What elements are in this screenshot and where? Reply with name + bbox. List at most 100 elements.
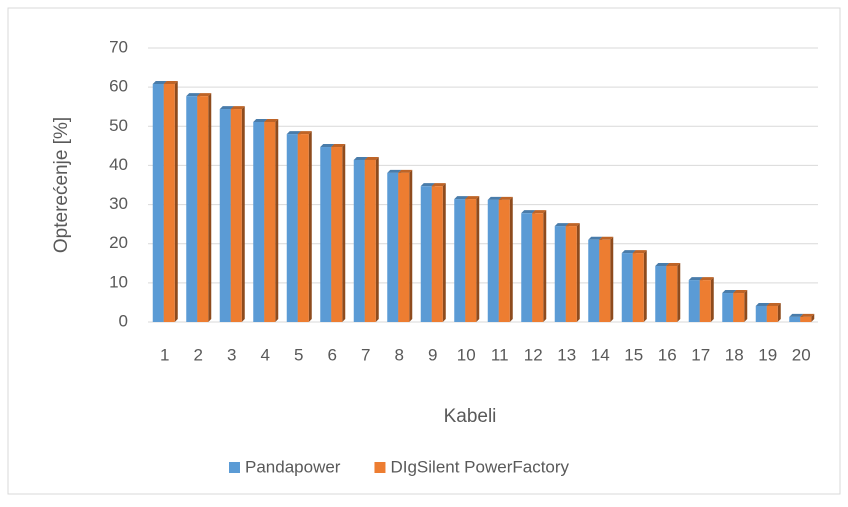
x-tick-label: 15 xyxy=(624,345,643,364)
x-tick-label: 3 xyxy=(227,345,236,364)
bar xyxy=(286,134,298,322)
bar xyxy=(465,199,477,322)
bar-top xyxy=(219,106,234,110)
bar-side xyxy=(476,196,480,322)
bar-top xyxy=(387,169,402,173)
x-tick-label: 16 xyxy=(658,345,677,364)
bar xyxy=(487,199,499,322)
bar-top xyxy=(420,183,435,187)
bar-top xyxy=(666,263,681,267)
bar-side xyxy=(643,250,647,322)
bar-side xyxy=(342,144,346,322)
bar xyxy=(766,305,778,322)
y-tick-label: 0 xyxy=(119,311,128,330)
legend-swatch xyxy=(229,462,240,473)
bar xyxy=(264,121,276,322)
bar xyxy=(297,134,309,322)
y-tick-label: 50 xyxy=(109,116,128,135)
bar-side xyxy=(275,118,279,322)
bar xyxy=(621,253,633,322)
bar-top xyxy=(755,302,770,306)
bar-top xyxy=(454,196,469,200)
x-tick-label: 13 xyxy=(557,345,576,364)
bar xyxy=(431,186,443,322)
bar xyxy=(800,316,812,322)
bar-top xyxy=(186,93,201,97)
bar-top xyxy=(722,290,737,294)
bar-top xyxy=(431,183,446,187)
bar-top xyxy=(331,144,346,148)
bar-top xyxy=(230,106,245,110)
y-tick-label: 60 xyxy=(109,77,128,96)
bar-top xyxy=(353,156,368,160)
bar-side xyxy=(610,236,614,322)
bar-top xyxy=(632,250,647,254)
x-tick-label: 4 xyxy=(261,345,270,364)
x-tick-label: 19 xyxy=(758,345,777,364)
x-axis-label: Kabeli xyxy=(444,406,497,427)
legend-label: Pandapower xyxy=(245,457,341,476)
bar-top xyxy=(197,93,212,97)
legend-label: DIgSilent PowerFactory xyxy=(390,457,569,476)
x-tick-label: 9 xyxy=(428,345,437,364)
bar-top xyxy=(766,302,781,306)
bar-top xyxy=(152,81,167,85)
bar xyxy=(565,226,577,322)
bar-top xyxy=(253,118,268,122)
bar xyxy=(353,159,365,322)
bar-top xyxy=(621,250,636,254)
bar-side xyxy=(811,313,815,322)
x-tick-label: 10 xyxy=(457,345,476,364)
x-tick-label: 5 xyxy=(294,345,303,364)
bar xyxy=(320,147,332,322)
bar-top xyxy=(364,156,379,160)
x-tick-label: 2 xyxy=(194,345,203,364)
bar-side xyxy=(777,302,781,322)
y-axis-label: Opterećenje [%] xyxy=(51,117,72,253)
bar-top xyxy=(688,277,703,281)
bar-side xyxy=(375,156,379,322)
y-tick-label: 10 xyxy=(109,272,128,291)
bar-top xyxy=(699,277,714,281)
bar xyxy=(331,147,343,322)
bar xyxy=(398,172,410,322)
bar-side xyxy=(442,183,446,322)
x-tick-label: 6 xyxy=(328,345,337,364)
bar xyxy=(521,213,533,322)
x-tick-label: 18 xyxy=(725,345,744,364)
bar-side xyxy=(174,81,178,322)
bar xyxy=(364,159,376,322)
bar xyxy=(498,199,510,322)
bar xyxy=(420,186,432,322)
bar xyxy=(755,305,767,322)
bar xyxy=(789,316,801,322)
bar-top xyxy=(264,118,279,122)
bar-top xyxy=(286,131,301,135)
y-tick-label: 40 xyxy=(109,155,128,174)
bar-top xyxy=(320,144,335,148)
x-tick-label: 7 xyxy=(361,345,370,364)
bar-top xyxy=(588,236,603,240)
bar xyxy=(163,84,175,322)
bar-top xyxy=(789,313,804,317)
bar-top xyxy=(565,223,580,227)
bar xyxy=(532,213,544,322)
y-tick-label: 70 xyxy=(109,37,128,56)
x-tick-label: 11 xyxy=(491,345,509,364)
bar-top xyxy=(554,223,569,227)
bar-top xyxy=(398,169,413,173)
bar xyxy=(387,172,399,322)
bar-side xyxy=(543,210,547,322)
bar xyxy=(588,239,600,322)
x-tick-label: 12 xyxy=(524,345,543,364)
bar xyxy=(230,109,242,322)
y-tick-label: 20 xyxy=(109,233,128,252)
bar-top xyxy=(163,81,178,85)
bar-side xyxy=(208,93,212,322)
bar xyxy=(722,293,734,322)
bar-side xyxy=(409,169,413,322)
y-tick-label: 30 xyxy=(109,194,128,213)
bar-side xyxy=(677,263,681,322)
x-tick-label: 1 xyxy=(160,345,169,364)
